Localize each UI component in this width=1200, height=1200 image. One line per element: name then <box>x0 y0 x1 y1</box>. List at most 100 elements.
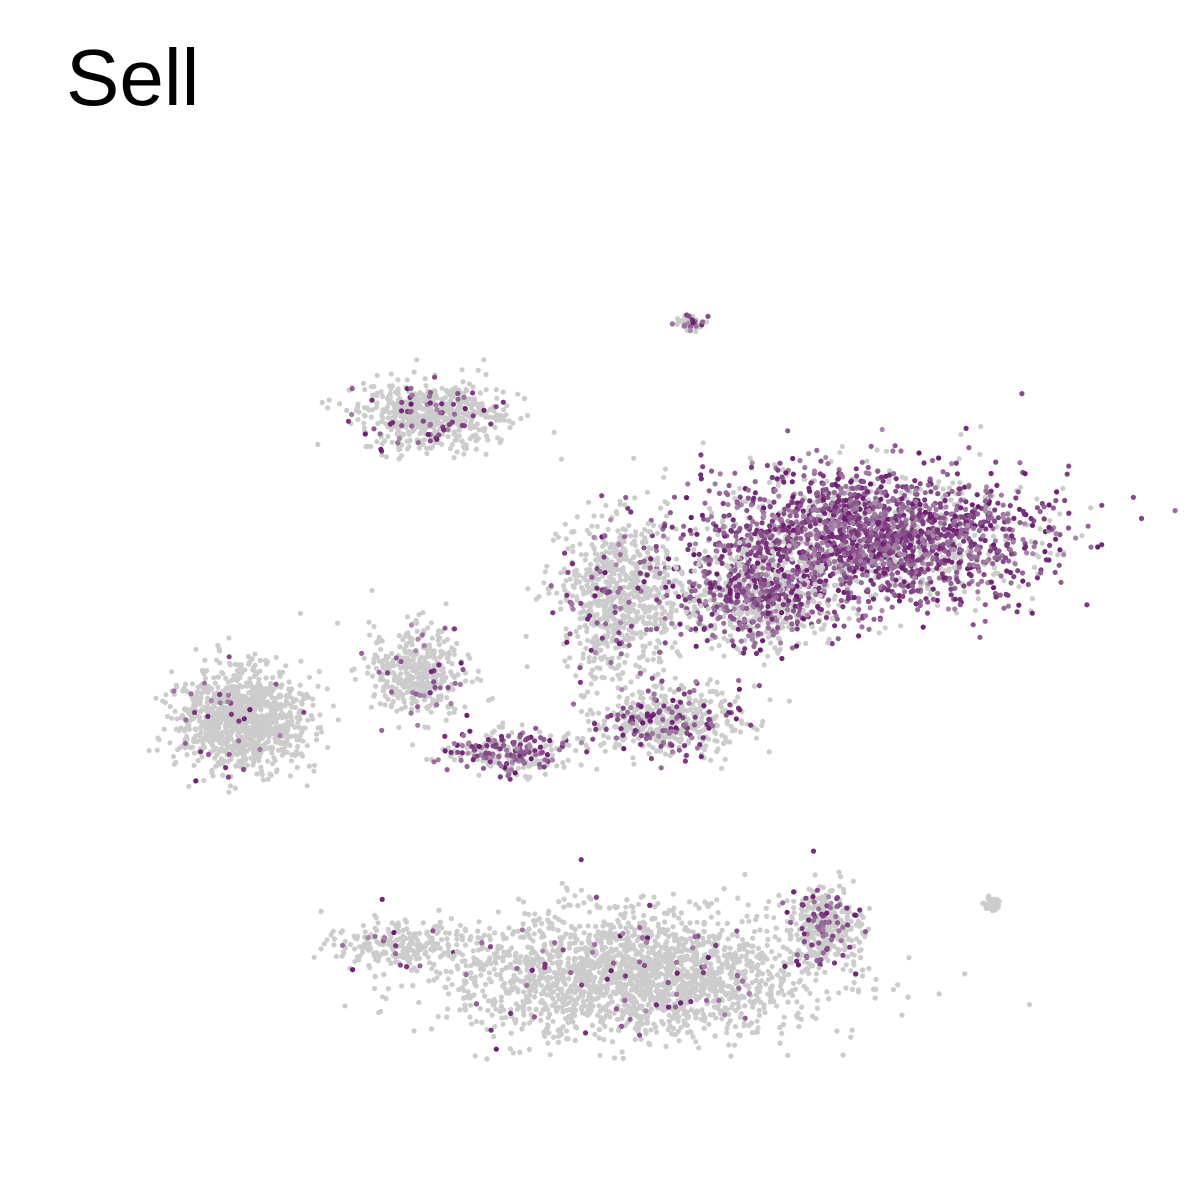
cell-point <box>659 685 665 691</box>
cell-point <box>693 706 699 712</box>
cell-point <box>707 505 713 512</box>
cell-point <box>766 499 772 505</box>
cell-point <box>594 766 600 772</box>
cell-point <box>929 457 936 464</box>
cell-point <box>968 556 975 562</box>
cell-point <box>1011 515 1017 522</box>
cell-point <box>648 755 655 762</box>
cell-point <box>696 583 702 589</box>
cell-point <box>519 722 525 728</box>
cell-point <box>550 610 556 616</box>
cell-point <box>635 616 641 622</box>
cell-point <box>753 650 760 657</box>
cell-point <box>961 589 968 595</box>
cell-point <box>822 518 829 524</box>
cell-point <box>863 516 869 522</box>
cell-point <box>594 585 600 591</box>
cell-point <box>813 592 819 598</box>
cell-point <box>901 512 907 518</box>
cell-point <box>1020 570 1026 576</box>
cell-point <box>863 572 870 578</box>
cell-point <box>973 547 980 553</box>
cell-point <box>1007 526 1013 533</box>
cell-point <box>629 629 635 636</box>
cell-point <box>747 627 753 633</box>
cell-point <box>878 496 884 502</box>
cell-point <box>740 550 746 556</box>
cell-point <box>702 500 708 506</box>
cell-point <box>825 542 831 549</box>
cell-point <box>599 493 605 499</box>
cell-point <box>892 582 898 588</box>
cell-point <box>629 692 636 698</box>
cell-point <box>912 575 918 581</box>
cell-point <box>978 423 984 430</box>
cell-point <box>836 534 842 540</box>
cell-point <box>963 506 969 513</box>
cell-point <box>618 726 624 732</box>
cell-point <box>631 761 637 767</box>
cell-point <box>1041 504 1047 510</box>
cell-point <box>617 572 623 579</box>
cell-point <box>476 772 482 778</box>
cell-point <box>842 534 848 540</box>
cell-point <box>652 618 658 625</box>
cell-point <box>991 533 997 539</box>
cell-point <box>943 510 949 516</box>
cell-point <box>811 468 818 474</box>
cell-point <box>663 513 670 519</box>
cell-point <box>993 459 999 465</box>
cell-point <box>1039 540 1045 546</box>
cell-point <box>815 560 821 566</box>
cell-point <box>961 538 967 544</box>
cell-point <box>588 608 594 614</box>
cell-point <box>808 554 814 560</box>
cell-point <box>638 703 644 710</box>
cell-point <box>756 596 762 602</box>
cell-point <box>912 528 918 534</box>
cell-point <box>820 481 826 487</box>
cell-point <box>576 572 582 579</box>
cell-point <box>878 533 885 540</box>
cell-point <box>744 532 751 538</box>
cell-point <box>692 714 698 720</box>
cell-point <box>915 557 921 563</box>
cell-point <box>995 500 1001 506</box>
cell-point <box>712 729 718 735</box>
cell-point <box>1034 496 1040 502</box>
cell-point <box>744 507 750 514</box>
cell-point <box>691 546 697 553</box>
cell-point <box>574 514 580 520</box>
cell-point <box>678 631 684 637</box>
cell-point <box>712 527 718 533</box>
cell-point <box>505 733 512 739</box>
cell-point <box>727 613 734 620</box>
cell-point <box>658 765 664 771</box>
cell-point <box>739 604 745 610</box>
cell-point <box>864 458 870 464</box>
cell-point <box>682 758 689 764</box>
cell-point <box>968 572 974 579</box>
cell-point <box>1046 502 1052 508</box>
cell-point <box>941 526 947 533</box>
cell-point <box>869 558 875 565</box>
cell-point <box>809 609 816 615</box>
cell-point <box>1020 578 1026 584</box>
cell-point <box>628 679 634 685</box>
cell-point <box>923 503 929 509</box>
cell-point <box>851 594 857 601</box>
cell-point <box>751 643 757 650</box>
cell-point <box>787 614 794 621</box>
cell-point <box>649 604 655 610</box>
cell-point <box>815 543 821 549</box>
cell-point <box>922 538 928 544</box>
cell-point <box>751 577 757 584</box>
cell-point <box>684 624 691 631</box>
cell-point <box>701 703 707 709</box>
cell-point <box>779 609 785 616</box>
cell-point <box>655 561 661 567</box>
cell-point <box>623 614 629 621</box>
cell-point <box>642 621 648 627</box>
cell-point <box>811 546 817 552</box>
cell-point <box>792 603 798 609</box>
